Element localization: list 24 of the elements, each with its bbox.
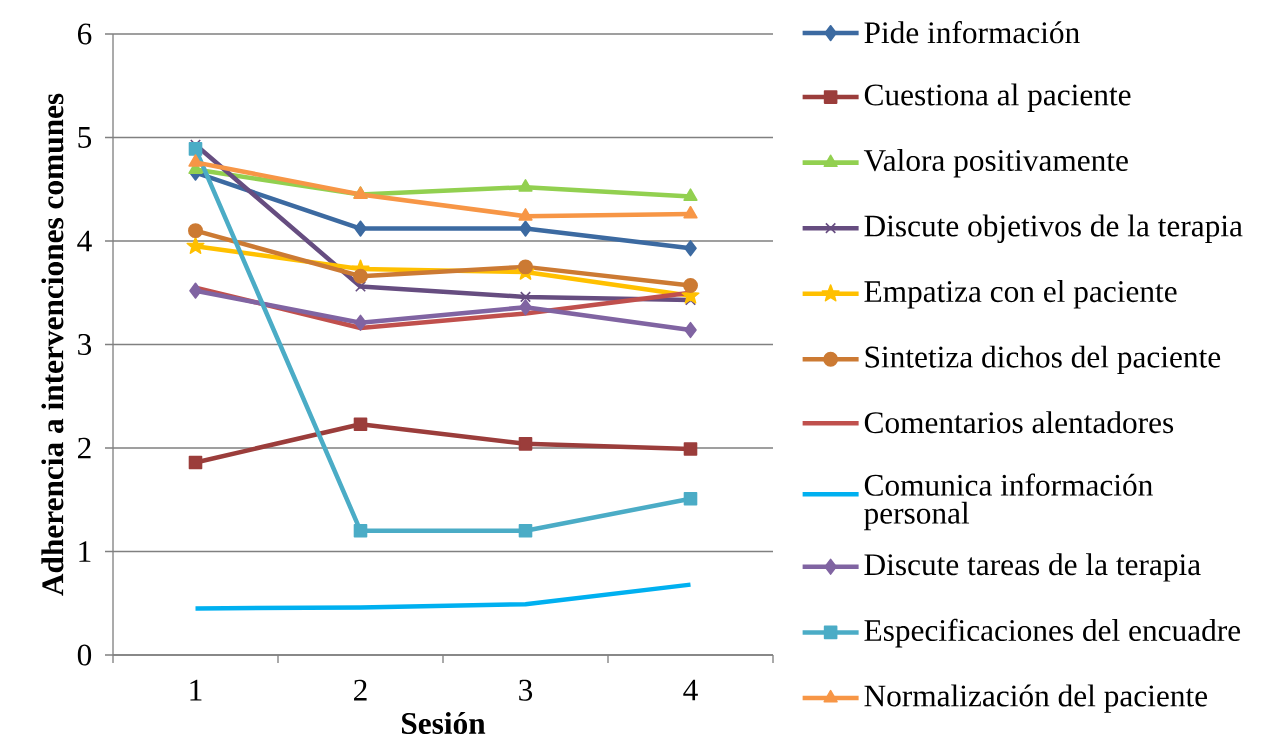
legend-label: Comentarios alentadores [864, 411, 1174, 434]
y-tick-label: 4 [77, 230, 92, 252]
legend-label: Empatiza con el paciente [864, 280, 1177, 309]
y-tick-label: 1 [79, 541, 91, 562]
x-tick-label: 3 [519, 679, 533, 701]
legend-label: Cuestiona al paciente [864, 83, 1131, 112]
legend-label: Discute objetivos de la terapia [864, 214, 1243, 243]
legend-label: Sintetiza dichos del paciente [865, 345, 1221, 375]
x-tick-label: 1 [190, 679, 202, 701]
legend-label: Pide información [864, 20, 1080, 44]
y-tick-label: 0 [77, 644, 92, 666]
x-tick-label: 2 [354, 679, 367, 701]
legend-label: Especificaciones del encuadre [864, 618, 1241, 648]
y-tick-label: 2 [78, 437, 91, 459]
legend-label: Valora positivamente [863, 149, 1128, 178]
y-axis-title: Adherencia a intervenciones comunes [41, 93, 64, 596]
legend-label: Normalización del paciente [864, 684, 1208, 713]
y-tick-label: 6 [77, 23, 92, 45]
y-tick-label: 5 [78, 127, 92, 148]
legend-label: Comunica información personal [864, 473, 1153, 531]
legend-label: Discute tareas de la terapia [864, 553, 1201, 582]
y-tick-label: 3 [78, 333, 92, 356]
x-tick-label: 4 [683, 679, 698, 701]
x-axis-title: Sesión [402, 711, 486, 734]
